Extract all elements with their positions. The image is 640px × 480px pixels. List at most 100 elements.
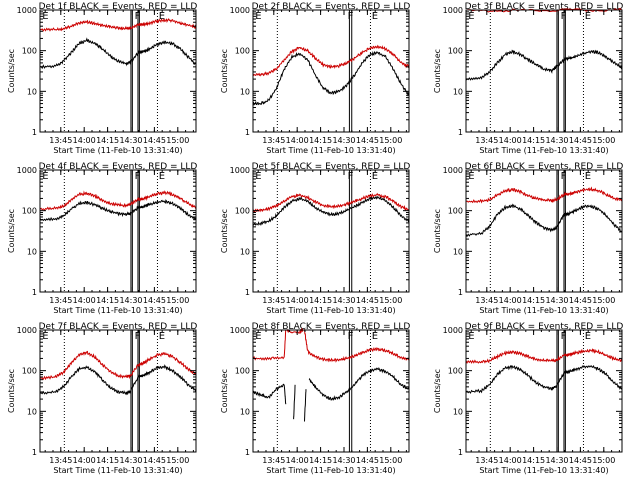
x-tick-label: 14:00 bbox=[499, 136, 522, 145]
chart-panel: Det 9f BLACK = Events, RED = LLD 1 10 100 10… bbox=[433, 322, 623, 475]
y-tick-label: 1 bbox=[458, 128, 463, 137]
y-axis-label: Counts/sec bbox=[220, 209, 229, 253]
chart-panel: Det 7f BLACK = Events, RED = LLD 1 10 100 10… bbox=[7, 322, 197, 475]
x-tick-label: 14:30 bbox=[545, 136, 568, 145]
plot-frame bbox=[252, 169, 410, 293]
series-line-lld bbox=[465, 186, 623, 204]
x-tick-label: 14:30 bbox=[119, 296, 142, 305]
x-tick-label: 14:45 bbox=[356, 456, 379, 465]
event-marker-label: F bbox=[135, 11, 141, 22]
y-tick-label: 1000 bbox=[443, 326, 463, 335]
y-tick-label: 1000 bbox=[230, 166, 250, 175]
x-tick-label: 14:45 bbox=[569, 296, 592, 305]
series-line-events bbox=[465, 49, 623, 81]
x-tick-label: 14:45 bbox=[356, 136, 379, 145]
chart-title: Det 8f BLACK = Events, RED = LLD bbox=[252, 322, 411, 332]
y-tick-label: 100 bbox=[448, 367, 463, 376]
event-marker-label: E bbox=[255, 171, 261, 182]
y-tick-label: 100 bbox=[448, 47, 463, 56]
x-tick-label: 14:45 bbox=[143, 296, 166, 305]
y-tick-label: 1000 bbox=[443, 166, 463, 175]
x-tick-label: 15:00 bbox=[379, 136, 402, 145]
x-tick-label: 13:45 bbox=[475, 456, 498, 465]
event-marker-label: E bbox=[159, 331, 165, 342]
event-marker-label: E bbox=[585, 11, 591, 22]
x-axis-label: Start Time (11-Feb-10 13:31:40) bbox=[53, 306, 182, 315]
x-tick-label: 13:45 bbox=[49, 136, 72, 145]
x-tick-label: 14:00 bbox=[286, 296, 309, 305]
x-tick-label: 14:30 bbox=[119, 136, 142, 145]
event-marker-label: E bbox=[372, 171, 378, 182]
y-tick-label: 10 bbox=[27, 247, 37, 256]
y-tick-label: 100 bbox=[235, 367, 250, 376]
event-marker-label: E bbox=[42, 331, 48, 342]
plot-frame bbox=[252, 329, 410, 453]
x-tick-label: 13:45 bbox=[475, 136, 498, 145]
x-tick-label: 14:45 bbox=[143, 456, 166, 465]
y-tick-label: 1 bbox=[458, 288, 463, 297]
plot-frame bbox=[465, 169, 623, 293]
y-axis-label: Counts/sec bbox=[220, 369, 229, 413]
x-tick-label: 14:15 bbox=[96, 456, 119, 465]
chart-panel: Det 4f BLACK = Events, RED = LLD 1 10 100 10… bbox=[7, 162, 197, 315]
y-tick-label: 1000 bbox=[17, 326, 37, 335]
y-tick-label: 10 bbox=[453, 87, 463, 96]
series-line-events bbox=[465, 364, 623, 394]
y-tick-label: 10 bbox=[453, 247, 463, 256]
series-line-events bbox=[39, 199, 197, 222]
y-tick-label: 1 bbox=[245, 448, 250, 457]
x-tick-label: 14:15 bbox=[522, 456, 545, 465]
series-line-lld bbox=[252, 44, 410, 77]
x-tick-label: 14:45 bbox=[143, 136, 166, 145]
series-line-lld bbox=[252, 192, 410, 213]
x-tick-label: 14:00 bbox=[73, 136, 96, 145]
y-axis-label: Counts/sec bbox=[433, 369, 442, 413]
event-marker-label: E bbox=[372, 11, 378, 22]
y-tick-label: 1 bbox=[32, 288, 37, 297]
x-tick-label: 14:00 bbox=[286, 136, 309, 145]
x-tick-label: 15:00 bbox=[592, 136, 615, 145]
event-marker-label: E bbox=[159, 171, 165, 182]
chart-panel: Det 2f BLACK = Events, RED = LLD 1 10 100 10… bbox=[220, 2, 410, 155]
chart-panel: Det 3f BLACK = Events, RED = LLD 1 10 100 10… bbox=[433, 2, 623, 155]
chart-title: Det 6f BLACK = Events, RED = LLD bbox=[465, 162, 624, 172]
x-tick-label: 14:15 bbox=[309, 456, 332, 465]
x-tick-label: 14:00 bbox=[73, 456, 96, 465]
y-tick-label: 100 bbox=[235, 207, 250, 216]
x-tick-label: 15:00 bbox=[592, 296, 615, 305]
x-axis-label: Start Time (11-Feb-10 13:31:40) bbox=[266, 146, 395, 155]
x-tick-label: 13:45 bbox=[49, 296, 72, 305]
event-marker-label: F bbox=[348, 171, 354, 182]
x-tick-label: 14:15 bbox=[522, 136, 545, 145]
x-tick-label: 13:45 bbox=[262, 296, 285, 305]
y-tick-label: 10 bbox=[240, 87, 250, 96]
x-axis-label: Start Time (11-Feb-10 13:31:40) bbox=[479, 146, 608, 155]
x-tick-label: 14:00 bbox=[286, 456, 309, 465]
event-marker-label: F bbox=[561, 171, 567, 182]
x-tick-label: 14:00 bbox=[499, 296, 522, 305]
event-marker-label: E bbox=[468, 11, 474, 22]
x-tick-label: 14:00 bbox=[499, 456, 522, 465]
y-tick-label: 10 bbox=[27, 87, 37, 96]
series-line-events bbox=[252, 195, 410, 226]
chart-panel: Det 5f BLACK = Events, RED = LLD 1 10 100 10… bbox=[220, 162, 410, 315]
event-marker-label: E bbox=[372, 331, 378, 342]
event-marker-label: E bbox=[255, 331, 261, 342]
y-axis-label: Counts/sec bbox=[433, 49, 442, 93]
series-line-events bbox=[39, 364, 197, 396]
y-tick-label: 100 bbox=[235, 47, 250, 56]
x-tick-label: 15:00 bbox=[592, 456, 615, 465]
y-tick-label: 1000 bbox=[17, 166, 37, 175]
x-tick-label: 13:45 bbox=[262, 456, 285, 465]
y-axis-label: Counts/sec bbox=[7, 369, 16, 413]
y-tick-label: 1000 bbox=[230, 326, 250, 335]
y-axis-label: Counts/sec bbox=[220, 49, 229, 93]
chart-title: Det 7f BLACK = Events, RED = LLD bbox=[39, 322, 198, 332]
plot-frame bbox=[39, 9, 197, 133]
event-marker-label: F bbox=[561, 11, 567, 22]
chart-panel: Det 6f BLACK = Events, RED = LLD 1 10 100 10… bbox=[433, 162, 623, 315]
series-line-events bbox=[252, 50, 410, 106]
chart-title: Det 9f BLACK = Events, RED = LLD bbox=[465, 322, 624, 332]
series-line-lld bbox=[39, 190, 197, 211]
